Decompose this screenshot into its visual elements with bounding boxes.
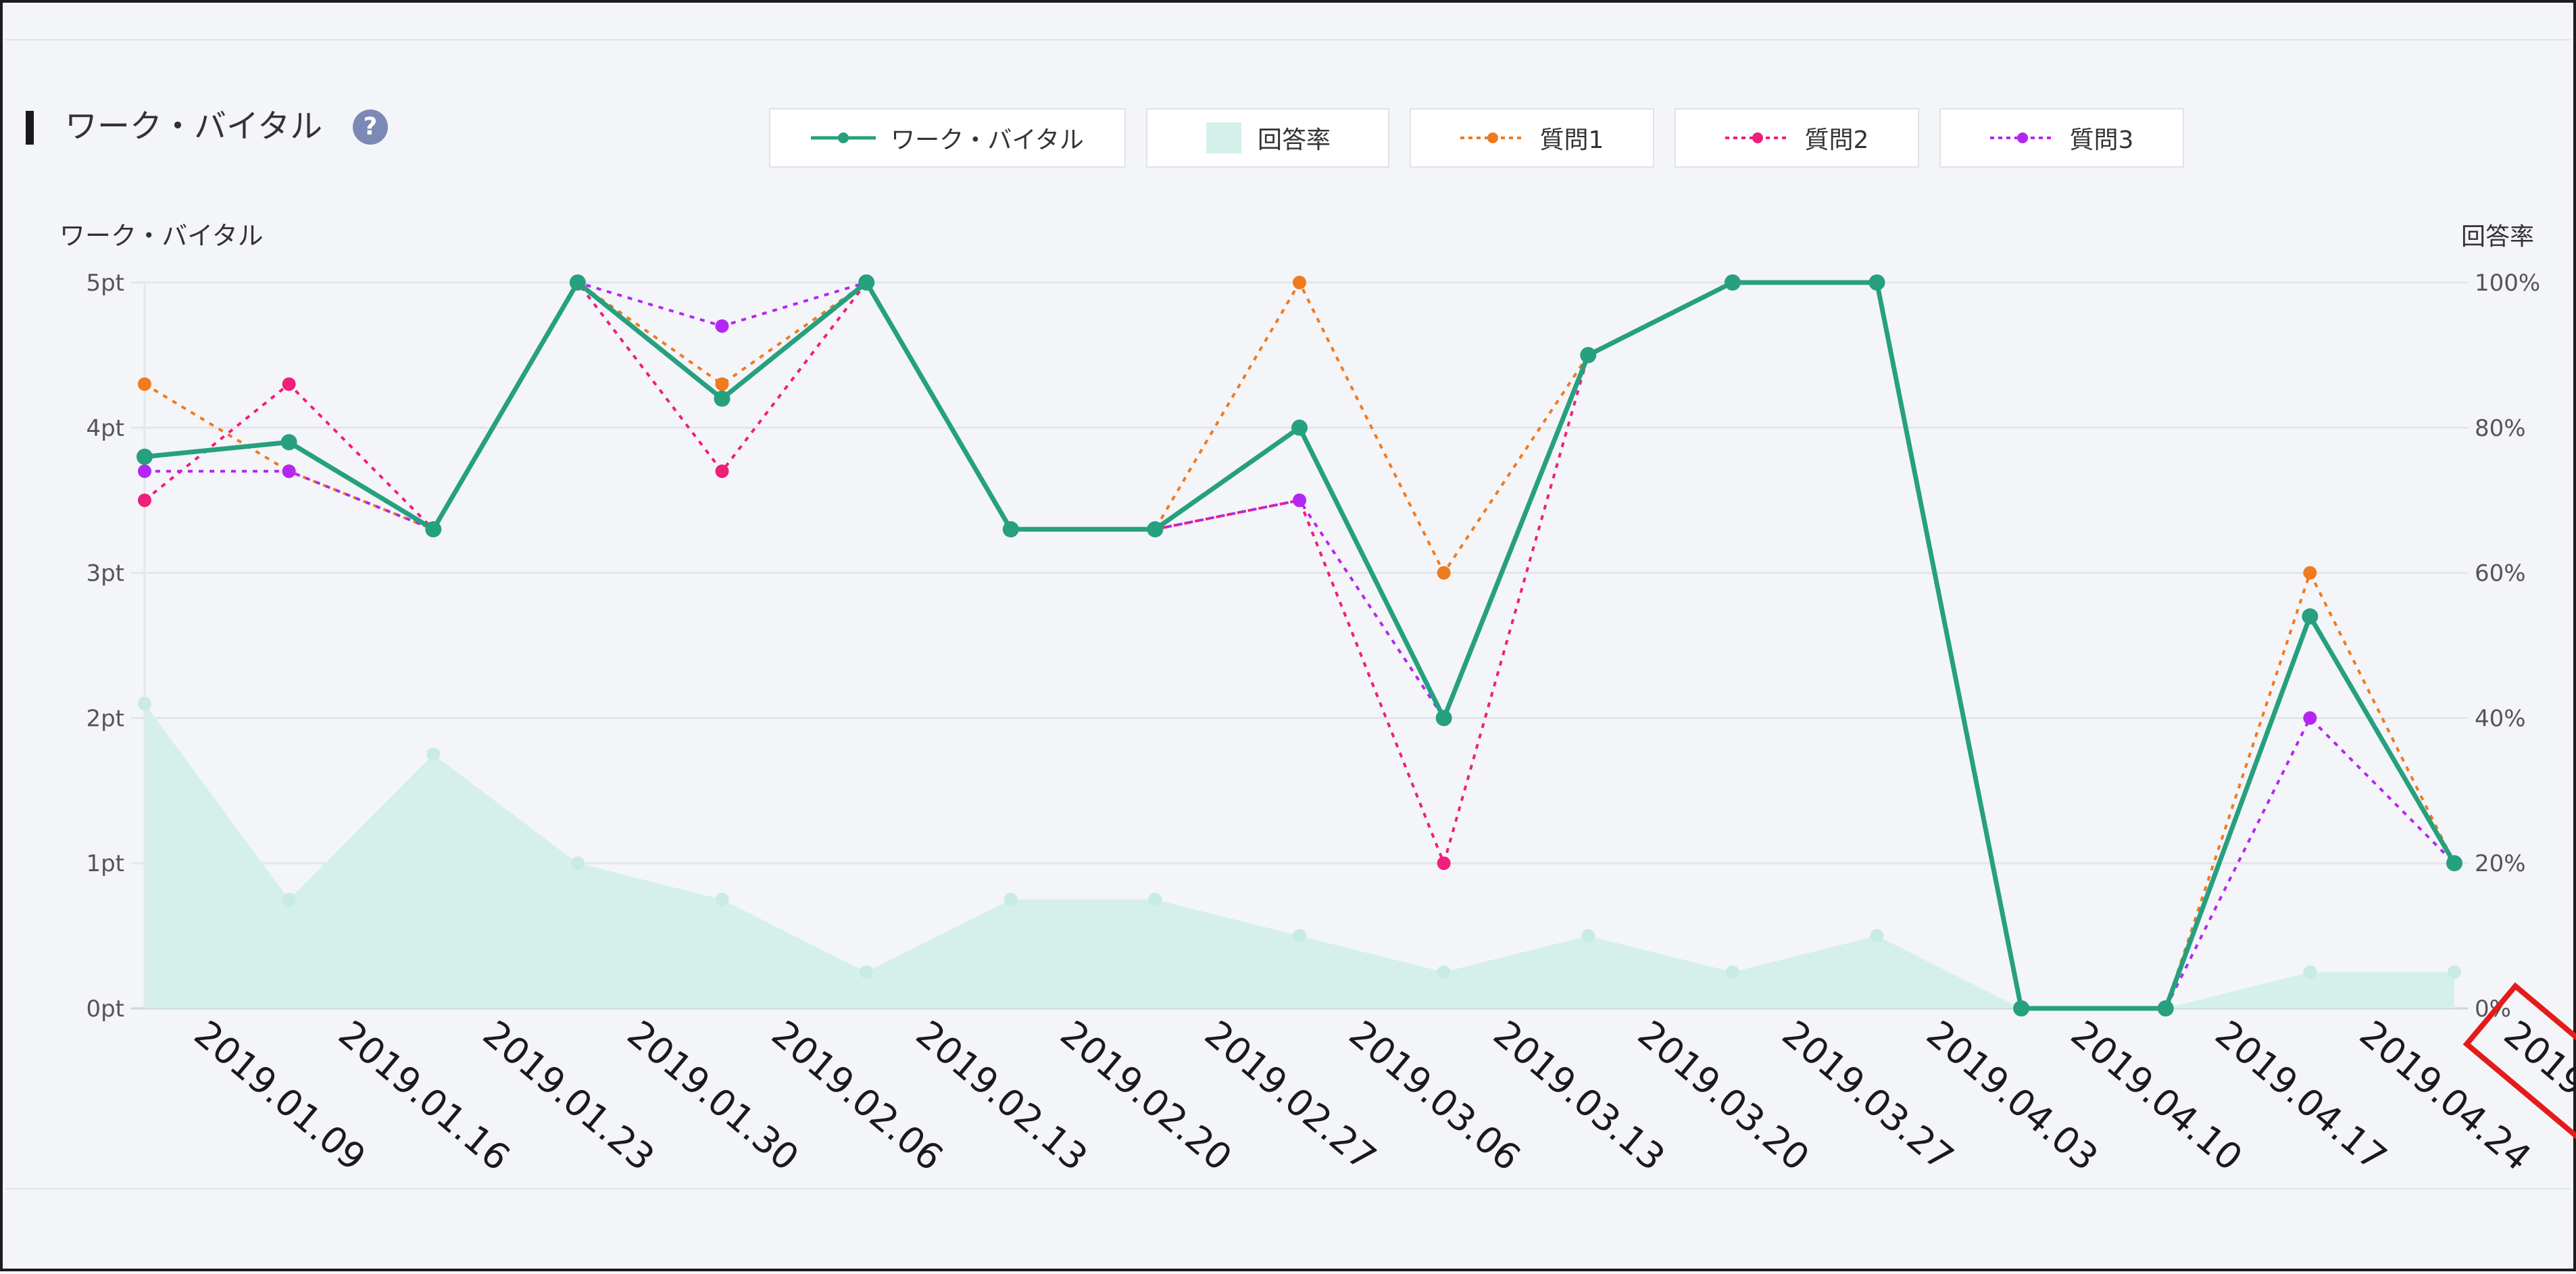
area-point (2303, 965, 2317, 979)
highlight-box (2462, 982, 2576, 1192)
area-point (138, 696, 151, 710)
data-point (569, 274, 586, 291)
area-point (1004, 892, 1018, 906)
area-fill (145, 703, 2454, 1008)
legend-item-response-rate[interactable]: 回答率 (1146, 108, 1389, 168)
axis-labels: 0pt 0%1pt 20%2pt 40%3pt 60%4pt 80%5pt 100%2019… (86, 270, 2576, 1179)
legend-dotted-line-icon (1989, 132, 2055, 143)
data-point (1293, 276, 1306, 289)
area-point (1725, 965, 1739, 979)
highlight-rect (2462, 982, 2576, 1192)
area-point (570, 856, 585, 871)
data-point (2446, 855, 2462, 872)
section-marker (26, 111, 34, 145)
area-point (860, 965, 874, 979)
data-point (1868, 274, 1885, 291)
y-axis-right-title: 回答率 (2461, 223, 2534, 251)
data-point (138, 493, 151, 508)
y-tick-label-right: 60% (2475, 560, 2526, 587)
area-point (426, 748, 441, 762)
highlight-layer (2462, 982, 2576, 1192)
data-point (1147, 521, 1164, 538)
legend-area-icon (1206, 122, 1241, 153)
data-point (280, 434, 297, 451)
legend-line-icon (811, 132, 876, 143)
data-point (715, 319, 729, 333)
area-point (282, 892, 296, 906)
legend-dotted-line-icon (1725, 132, 1790, 143)
y-tick-label-left: 4pt (86, 415, 124, 442)
help-icon[interactable]: ? (353, 109, 388, 145)
data-point (282, 464, 296, 479)
y-tick-label-right: 40% (2475, 705, 2526, 732)
data-point (1580, 347, 1597, 364)
section-title: ワーク・バイタル (65, 107, 323, 145)
data-point (714, 390, 730, 407)
legend-label: 質問1 (1539, 126, 1604, 154)
data-point (2157, 1000, 2174, 1016)
legend-dotted-line-icon (1460, 132, 1525, 143)
top-divider (5, 39, 2571, 41)
y-axis-left-title: ワーク・バイタル (59, 221, 264, 251)
legend-label: ワーク・バイタル (891, 126, 1084, 154)
data-point (138, 377, 151, 391)
legend-label: 質問2 (1804, 126, 1869, 154)
chart-canvas: ワーク・バイタル 回答率 0pt 0%1pt 20%2pt 40%3pt 60%4pt 8… (59, 221, 2576, 1192)
data-point (137, 448, 153, 465)
area-point (1293, 929, 1306, 943)
legend-item-work-vital[interactable]: ワーク・バイタル (769, 108, 1126, 168)
data-point (1291, 419, 1308, 436)
data-point (282, 377, 296, 391)
y-tick-label-left: 0pt (86, 996, 124, 1023)
data-point (2302, 608, 2319, 625)
area-point (1437, 965, 1451, 979)
response-rate-area (138, 696, 2461, 1015)
area-point (715, 892, 729, 906)
y-tick-label-right: 100% (2475, 270, 2540, 297)
series-points (137, 274, 2462, 1016)
data-point (2303, 566, 2317, 580)
y-tick-label-left: 3pt (86, 560, 124, 587)
legend-item-q2[interactable]: 質問2 (1675, 108, 1919, 168)
data-point (1002, 521, 1019, 538)
data-point (858, 274, 875, 291)
data-point (715, 377, 729, 391)
data-point (425, 521, 442, 538)
legend-label: 回答率 (1257, 126, 1331, 154)
y-tick-label-right: 80% (2475, 415, 2526, 442)
data-point (715, 464, 729, 479)
data-point (1437, 566, 1451, 580)
data-point (2303, 711, 2317, 725)
area-point (2448, 965, 2461, 979)
data-point (1435, 710, 1452, 727)
y-tick-label-right: 20% (2475, 850, 2526, 877)
area-point (1148, 892, 1162, 906)
legend-label: 質問3 (2069, 126, 2134, 154)
legend-item-q3[interactable]: 質問3 (1939, 108, 2184, 168)
data-point (2013, 1000, 2030, 1016)
legend-item-q1[interactable]: 質問1 (1410, 108, 1654, 168)
bottom-divider (5, 1188, 2571, 1190)
data-point (138, 464, 151, 479)
area-point (1581, 929, 1595, 943)
y-tick-label-left: 2pt (86, 705, 124, 732)
y-tick-label-left: 1pt (86, 850, 124, 877)
area-point (1870, 929, 1884, 943)
data-point (1293, 493, 1306, 508)
data-point (1724, 274, 1741, 291)
data-point (1437, 856, 1451, 871)
y-tick-label-left: 5pt (86, 270, 124, 297)
